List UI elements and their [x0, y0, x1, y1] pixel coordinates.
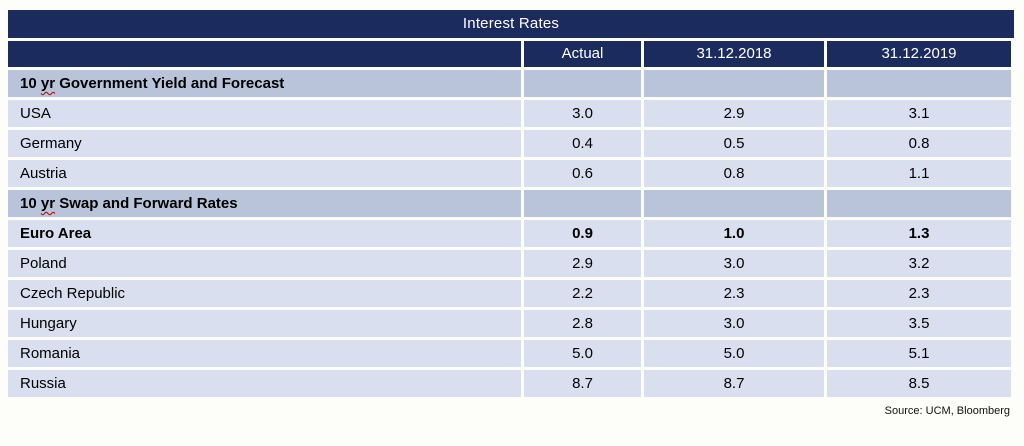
cell-romania-actual: 5.0: [524, 340, 641, 367]
cell-usa-2019: 3.1: [827, 100, 1011, 127]
section-empty-cell: [644, 190, 824, 217]
cell-czech-2018: 2.3: [644, 280, 824, 307]
row-label-czech-republic: Czech Republic: [8, 280, 521, 307]
cell-hungary-2018: 3.0: [644, 310, 824, 337]
row-label-germany: Germany: [8, 130, 521, 157]
section-empty-cell: [827, 70, 1011, 97]
column-header-2018: 31.12.2018: [644, 41, 824, 67]
cell-germany-actual: 0.4: [524, 130, 641, 157]
section-empty-cell: [644, 70, 824, 97]
cell-euro-area-2019: 1.3: [827, 220, 1011, 247]
table-grid: Actual 31.12.2018 31.12.2019 10 yr Gover…: [8, 41, 1014, 397]
cell-romania-2018: 5.0: [644, 340, 824, 367]
cell-austria-2018: 0.8: [644, 160, 824, 187]
cell-russia-2019: 8.5: [827, 370, 1011, 397]
section-header-swap-forward: 10 yr Swap and Forward Rates: [8, 190, 521, 217]
column-header-2019: 31.12.2019: [827, 41, 1011, 67]
cell-poland-actual: 2.9: [524, 250, 641, 277]
section-empty-cell: [827, 190, 1011, 217]
cell-hungary-actual: 2.8: [524, 310, 641, 337]
cell-russia-actual: 8.7: [524, 370, 641, 397]
row-label-russia: Russia: [8, 370, 521, 397]
cell-romania-2019: 5.1: [827, 340, 1011, 367]
cell-czech-actual: 2.2: [524, 280, 641, 307]
cell-poland-2019: 3.2: [827, 250, 1011, 277]
section-label-rest: Government Yield and Forecast: [55, 75, 285, 92]
section-empty-cell: [524, 70, 641, 97]
section-header-government-yield: 10 yr Government Yield and Forecast: [8, 70, 521, 97]
cell-austria-2019: 1.1: [827, 160, 1011, 187]
row-label-usa: USA: [8, 100, 521, 127]
row-label-poland: Poland: [8, 250, 521, 277]
section-label-rest: Swap and Forward Rates: [55, 195, 238, 212]
cell-usa-2018: 2.9: [644, 100, 824, 127]
cell-euro-area-2018: 1.0: [644, 220, 824, 247]
section-label-typo: yr: [40, 75, 56, 92]
cell-austria-actual: 0.6: [524, 160, 641, 187]
interest-rates-table: Interest Rates Actual 31.12.2018 31.12.2…: [8, 10, 1014, 417]
section-empty-cell: [524, 190, 641, 217]
row-label-romania: Romania: [8, 340, 521, 367]
cell-hungary-2019: 3.5: [827, 310, 1011, 337]
row-label-austria: Austria: [8, 160, 521, 187]
section-label-typo: yr: [40, 195, 56, 212]
column-header-actual: Actual: [524, 41, 641, 67]
cell-germany-2018: 0.5: [644, 130, 824, 157]
row-label-hungary: Hungary: [8, 310, 521, 337]
table-title: Interest Rates: [8, 10, 1014, 38]
cell-russia-2018: 8.7: [644, 370, 824, 397]
cell-czech-2019: 2.3: [827, 280, 1011, 307]
row-label-euro-area: Euro Area: [8, 220, 521, 247]
header-cell-empty: [8, 41, 521, 67]
source-attribution: Source: UCM, Bloomberg: [884, 405, 1010, 417]
section-label-prefix: 10: [20, 75, 41, 92]
section-label-prefix: 10: [20, 195, 41, 212]
cell-usa-actual: 3.0: [524, 100, 641, 127]
cell-euro-area-actual: 0.9: [524, 220, 641, 247]
cell-poland-2018: 3.0: [644, 250, 824, 277]
cell-germany-2019: 0.8: [827, 130, 1011, 157]
